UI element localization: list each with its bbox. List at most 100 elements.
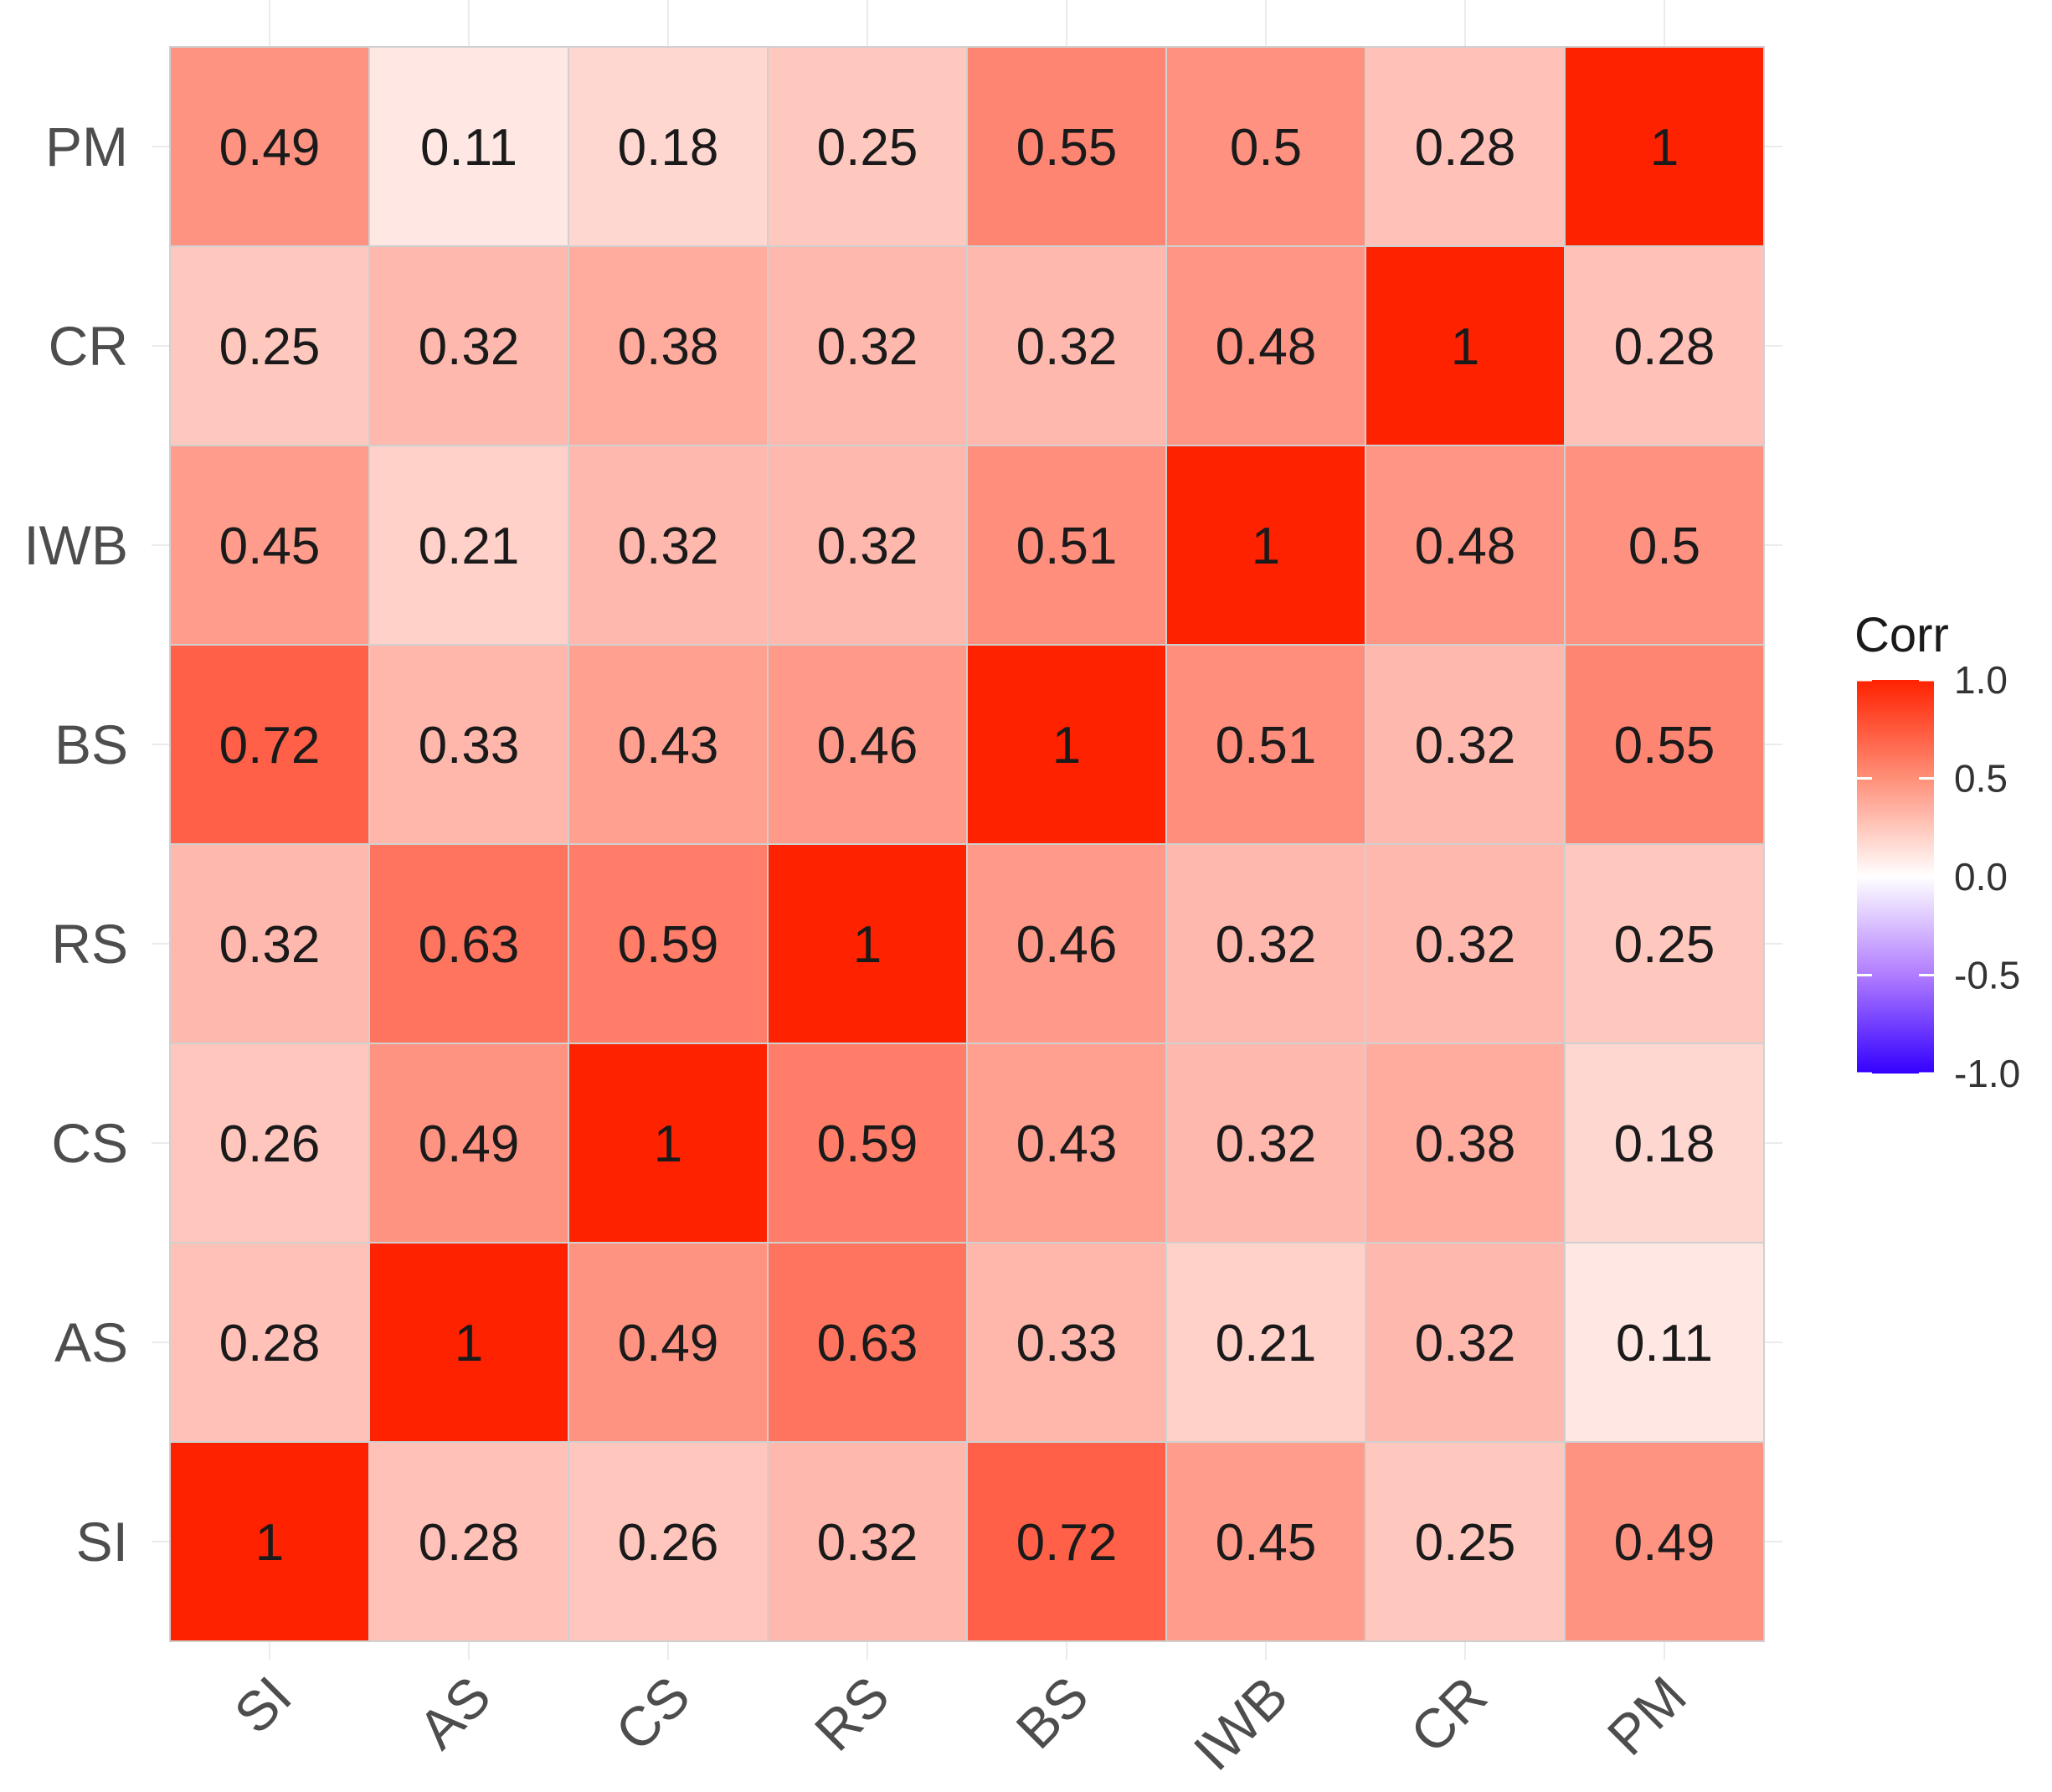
cell-value-label: 0.59 — [817, 1115, 918, 1173]
cell-value-label: 0.26 — [219, 1115, 321, 1173]
y-tick-label: BS — [54, 713, 128, 775]
cell-value-label: 0.32 — [419, 318, 520, 376]
cell-value-label: 0.32 — [1216, 1115, 1317, 1173]
cell-value-label: 0.18 — [618, 119, 719, 177]
heatmap-cell — [1365, 46, 1566, 247]
cell-value-label: 0.28 — [1415, 119, 1516, 177]
heatmap-cell — [169, 1242, 370, 1443]
heatmap-cell — [1365, 1242, 1566, 1443]
cell-value-label: 1 — [1650, 119, 1679, 177]
cell-value-label: 0.28 — [419, 1514, 520, 1572]
heatmap-cell — [966, 46, 1167, 247]
cell-value-label: 0.45 — [219, 518, 321, 575]
heatmap-cell — [767, 46, 968, 247]
cell-value-label: 0.26 — [618, 1514, 719, 1572]
cell-value-label: 0.63 — [817, 1315, 918, 1372]
cell-value-label: 0.32 — [817, 318, 918, 376]
heatmap-cell — [767, 1242, 968, 1443]
heatmap-cell — [767, 843, 968, 1044]
cell-value-label: 0.28 — [219, 1315, 321, 1372]
heatmap-cell — [767, 644, 968, 845]
heatmap-cell — [1365, 1043, 1566, 1244]
y-tick-label: IWB — [23, 514, 128, 576]
cell-value-label: 0.5 — [1628, 518, 1700, 575]
heatmap-cell — [568, 1043, 769, 1244]
cell-value-label: 0.46 — [1016, 916, 1118, 974]
cell-value-label: 0.43 — [1016, 1115, 1118, 1173]
legend-tick-label: 1.0 — [1954, 658, 2008, 702]
cell-value-label: 0.33 — [1016, 1315, 1118, 1372]
cell-value-label: 0.72 — [219, 717, 321, 775]
heatmap-cell — [767, 1441, 968, 1642]
cell-value-label: 0.51 — [1016, 518, 1118, 575]
cell-value-label: 0.32 — [1016, 318, 1118, 376]
heatmap-cell — [1365, 1441, 1566, 1642]
heatmap-cell — [169, 245, 370, 446]
heatmap-cell — [169, 445, 370, 646]
cell-value-label: 1 — [1052, 717, 1081, 775]
legend-tick-label: 0.0 — [1954, 855, 2008, 899]
x-tick-label: IWB — [1181, 1665, 1299, 1782]
heatmap-value-labels: 0.49 0.11 0.18 0.25 0.55 0.5 0.28 1 0.25 0.32 0.38… — [219, 119, 1715, 1572]
heatmap-cell — [1165, 445, 1366, 646]
y-tick-label: SI — [76, 1511, 128, 1573]
heatmap-cell — [368, 1242, 569, 1443]
cell-value-label: 0.33 — [419, 717, 520, 775]
heatmap-cell — [368, 445, 569, 646]
x-axis-tick-labels: SI AS CS RS BS IWB CR PM — [222, 1665, 1697, 1782]
heatmap-cell — [966, 1043, 1167, 1244]
legend-tick-label: -0.5 — [1954, 954, 2020, 997]
heatmap-cell — [368, 245, 569, 446]
y-tick-label: CS — [51, 1112, 128, 1174]
cell-value-label: 1 — [853, 916, 882, 974]
heatmap-cell — [1365, 445, 1566, 646]
heatmap-cell — [368, 1441, 569, 1642]
cell-value-label: 0.32 — [618, 518, 719, 575]
x-tick-label: BS — [1004, 1665, 1100, 1761]
heatmap-cell — [1165, 245, 1366, 446]
cell-value-label: 0.25 — [1415, 1514, 1516, 1572]
heatmap-cell — [568, 245, 769, 446]
cell-value-label: 0.46 — [817, 717, 918, 775]
heatmap-cell — [568, 1441, 769, 1642]
cell-value-label: 0.32 — [817, 518, 918, 575]
cell-value-label: 0.48 — [1216, 318, 1317, 376]
heatmap-cell — [1365, 644, 1566, 845]
cell-value-label: 0.72 — [1016, 1514, 1118, 1572]
heatmap-cell — [1165, 843, 1366, 1044]
heatmap-cell — [1564, 1441, 1765, 1642]
x-tick-label: RS — [803, 1665, 901, 1763]
heatmap-cell — [169, 1043, 370, 1244]
heatmap-cell — [767, 445, 968, 646]
cell-value-label: 0.38 — [1415, 1115, 1516, 1173]
heatmap-cell — [169, 843, 370, 1044]
y-tick-label: RS — [51, 913, 128, 975]
cell-value-label: 0.48 — [1415, 518, 1516, 575]
y-tick-label: PM — [45, 116, 128, 178]
heatmap-cell — [1564, 1043, 1765, 1244]
heatmap-cells — [169, 46, 1765, 1642]
heatmap-cell — [1165, 1441, 1366, 1642]
heatmap-cell — [568, 644, 769, 845]
heatmap-cell — [966, 1242, 1167, 1443]
cell-value-label: 0.21 — [1216, 1315, 1317, 1372]
x-tick-label: PM — [1596, 1665, 1698, 1767]
heatmap-cell — [169, 46, 370, 247]
x-tick-label: AS — [406, 1665, 502, 1761]
cell-value-label: 0.25 — [219, 318, 321, 376]
x-tick-label: SI — [222, 1665, 302, 1745]
heatmap-cell — [568, 843, 769, 1044]
cell-value-label: 0.55 — [1016, 119, 1118, 177]
cell-value-label: 0.32 — [1415, 717, 1516, 775]
cell-value-label: 0.63 — [419, 916, 520, 974]
cell-value-label: 1 — [1252, 518, 1280, 575]
cell-value-label: 0.59 — [618, 916, 719, 974]
cell-value-label: 0.32 — [1216, 916, 1317, 974]
heatmap-cell — [1165, 644, 1366, 845]
cell-value-label: 0.38 — [618, 318, 719, 376]
cell-value-label: 0.45 — [1216, 1514, 1317, 1572]
cell-value-label: 0.51 — [1216, 717, 1317, 775]
heatmap-cell — [568, 1242, 769, 1443]
cell-value-label: 1 — [654, 1115, 682, 1173]
